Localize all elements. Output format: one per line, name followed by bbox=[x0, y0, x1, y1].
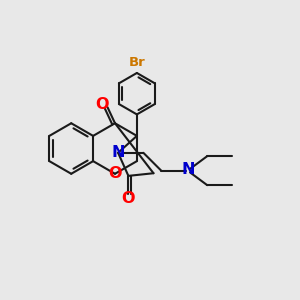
Text: N: N bbox=[111, 145, 125, 160]
Text: N: N bbox=[181, 162, 195, 177]
Text: O: O bbox=[122, 191, 135, 206]
Text: O: O bbox=[95, 97, 109, 112]
Text: Br: Br bbox=[128, 56, 145, 69]
Text: O: O bbox=[108, 166, 122, 181]
